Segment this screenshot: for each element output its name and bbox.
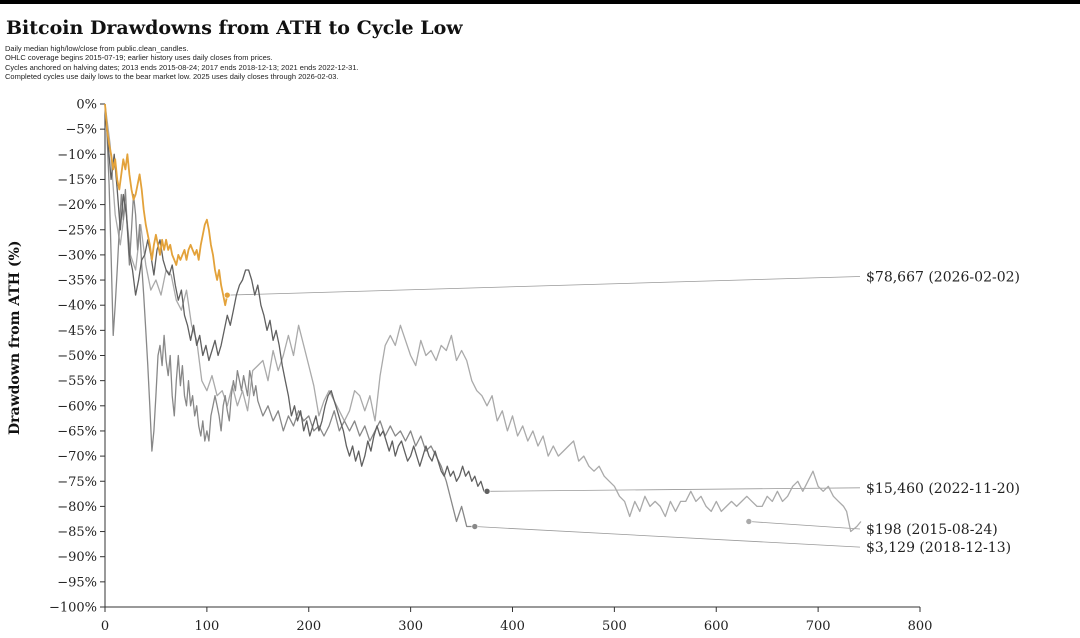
y-tick-label: −60% (57, 399, 97, 414)
endpoint-label: $78,667 (2026-02-02) (866, 270, 1020, 286)
x-tick-label: 800 (908, 619, 933, 634)
y-tick-label: −95% (57, 575, 97, 590)
y-tick-label: −20% (57, 198, 97, 213)
endpoint-marker (223, 291, 231, 299)
y-tick-label: −30% (57, 248, 97, 263)
y-tick-label: −55% (57, 374, 97, 389)
series-line-c2021 (104, 103, 487, 492)
top-border (0, 0, 1080, 4)
leader-line (487, 487, 861, 492)
leader-line (474, 526, 861, 548)
subtitle-line: Completed cycles use daily lows to the b… (5, 72, 339, 82)
leader-line (227, 276, 861, 296)
y-tick-label: −50% (57, 349, 97, 364)
subtitle-line: OHLC coverage begins 2015-07-19; earlier… (5, 53, 273, 63)
y-tick-label: −25% (57, 223, 97, 238)
y-tick-label: −35% (57, 274, 97, 289)
chart-title: Bitcoin Drawdowns from ATH to Cycle Low (6, 17, 463, 39)
chart-subtitle: Daily median high/low/close from public.… (5, 44, 359, 82)
y-tick-label: −90% (57, 550, 97, 565)
endpoint-label: $15,460 (2022-11-20) (866, 481, 1020, 497)
x-tick-label: 400 (500, 619, 525, 634)
y-tick-label: −75% (57, 475, 97, 490)
y-tick-label: −80% (57, 500, 97, 515)
y-tick-label: −15% (57, 173, 97, 188)
series-line-c2013 (104, 103, 862, 533)
y-tick-label: −10% (57, 148, 97, 163)
x-tick-label: 0 (101, 619, 109, 634)
endpoint-label: $198 (2015-08-24) (866, 522, 998, 538)
x-tick-label: 100 (194, 619, 219, 634)
y-tick-label: −40% (57, 299, 97, 314)
x-tick-label: 200 (296, 619, 321, 634)
y-tick-label: −70% (57, 450, 97, 465)
y-tick-label: −65% (57, 424, 97, 439)
series-line-c2017 (104, 103, 472, 528)
x-tick-label: 300 (398, 619, 423, 634)
series-line-current (104, 103, 229, 307)
y-tick-label: −5% (65, 123, 97, 138)
subtitle-line: Daily median high/low/close from public.… (5, 44, 189, 53)
x-tick-label: 500 (602, 619, 627, 634)
endpoint-marker (471, 523, 479, 530)
endpoint-label: $3,129 (2018-12-13) (866, 540, 1011, 556)
endpoint-marker (745, 518, 753, 525)
x-tick-label: 700 (806, 619, 831, 634)
y-tick-label: −45% (57, 324, 97, 339)
y-tick-label: −85% (57, 525, 97, 540)
y-tick-label: 0% (76, 98, 97, 113)
endpoint-marker (483, 488, 491, 495)
subtitle-line: Cycles anchored on halving dates; 2013 e… (5, 62, 359, 72)
leader-line (748, 521, 861, 530)
x-tick-label: 600 (704, 619, 729, 634)
y-tick-label: −100% (49, 601, 97, 616)
